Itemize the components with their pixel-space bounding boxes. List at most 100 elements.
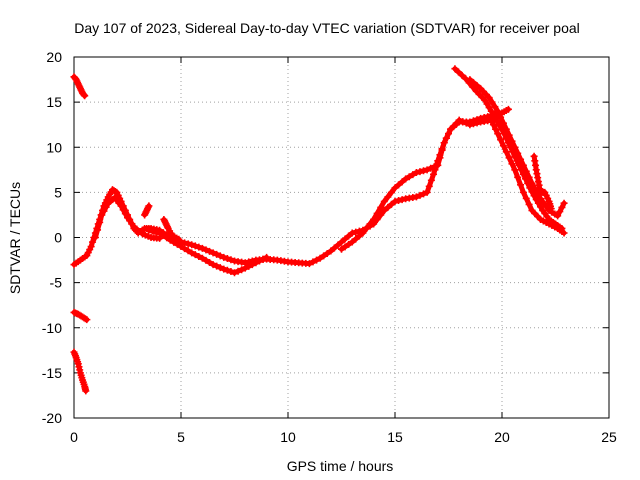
data-point-marker (514, 173, 522, 181)
data-point-marker (213, 250, 221, 258)
data-point-marker (352, 228, 360, 236)
data-point-marker (462, 119, 470, 127)
data-point-marker (412, 169, 420, 177)
data-point-marker (345, 232, 353, 240)
data-point-marker (455, 116, 463, 124)
data-point-marker (528, 179, 536, 187)
data-point-marker (469, 120, 477, 128)
data-point-marker (466, 76, 474, 84)
data-point-marker (466, 121, 474, 129)
data-point-marker (362, 224, 370, 232)
data-point-marker (359, 229, 367, 237)
data-point-marker (121, 210, 129, 218)
data-point-marker (492, 114, 500, 122)
data-point-marker (492, 125, 500, 133)
data-point-marker (191, 242, 199, 250)
data-point-marker (454, 68, 462, 76)
data-point-marker (556, 208, 564, 216)
data-point-marker (238, 266, 246, 274)
series-small-gap-fragment (141, 202, 153, 219)
data-point-marker (409, 171, 417, 179)
data-point-marker (459, 118, 467, 126)
data-point-marker (458, 71, 466, 79)
series-band (71, 106, 511, 268)
series-main-trace (70, 105, 512, 269)
data-point-marker (391, 197, 399, 205)
series-hump-trace (91, 194, 164, 242)
data-point-marker (445, 130, 452, 138)
data-point-marker (398, 196, 406, 204)
data-point-marker (89, 238, 97, 246)
data-point-marker (216, 264, 224, 272)
data-point-marker (188, 249, 196, 257)
data-point-marker (334, 241, 342, 249)
data-point-marker (198, 254, 206, 262)
series-start-high (70, 73, 89, 100)
x-tick-label: 0 (70, 429, 78, 445)
data-point-marker (547, 205, 555, 213)
data-point-marker (489, 111, 497, 119)
data-point-marker (177, 243, 185, 251)
data-point-marker (517, 181, 525, 189)
data-point-marker (514, 149, 522, 157)
data-point-marker (387, 188, 395, 196)
data-point-marker (96, 218, 104, 226)
data-point-marker (234, 267, 242, 275)
data-point-marker (525, 200, 533, 208)
chart-title: Day 107 of 2023, Sidereal Day-to-day VTE… (74, 20, 580, 36)
data-point-marker (223, 266, 231, 274)
data-point-marker (423, 188, 431, 196)
data-point-marker (522, 167, 530, 175)
data-point-marker (483, 100, 491, 108)
x-tick-label: 10 (280, 429, 296, 445)
data-point-marker (81, 315, 89, 323)
data-point-marker (485, 94, 493, 102)
data-point-marker (220, 253, 228, 261)
data-point-marker (522, 194, 530, 202)
data-point-marker (473, 119, 481, 127)
data-point-marker (427, 164, 435, 172)
data-point-marker (181, 245, 189, 253)
data-point-marker (345, 240, 353, 248)
data-point-marker (487, 107, 495, 115)
data-point-marker (420, 190, 428, 198)
data-point-marker (338, 245, 345, 253)
data-point-marker (558, 203, 566, 211)
data-point-marker (502, 125, 510, 133)
data-point-marker (384, 193, 392, 201)
data-point-marker (416, 191, 424, 199)
x-axis-label: GPS time / hours (287, 458, 394, 474)
data-point-marker (206, 247, 214, 255)
series-start-low (70, 348, 90, 395)
data-point-marker (259, 255, 267, 263)
data-point-marker (206, 258, 214, 266)
data-point-marker (487, 116, 495, 124)
data-point-marker (469, 79, 477, 87)
data-point-marker (94, 226, 102, 234)
data-point-marker (430, 170, 438, 178)
data-point-marker (209, 249, 217, 257)
y-axis-label: SDTVAR / TECUs (7, 182, 23, 294)
data-point-marker (305, 260, 313, 268)
y-tick-label: -15 (42, 365, 62, 381)
series-start-mid (70, 308, 91, 324)
data-point-marker (504, 105, 512, 113)
data-point-marker (102, 203, 110, 211)
data-point-marker (499, 119, 507, 127)
y-tick-label: 10 (46, 139, 62, 155)
y-tick-label: 0 (54, 230, 62, 246)
data-point-marker (152, 228, 160, 236)
data-point-marker (380, 206, 388, 214)
data-point-marker (508, 160, 516, 168)
data-point-marker (489, 121, 497, 129)
data-point-marker (436, 154, 444, 162)
y-tick-label: 5 (54, 184, 62, 200)
x-tick-label: 15 (387, 429, 403, 445)
data-point-marker (485, 104, 493, 112)
x-tick-label: 20 (494, 429, 510, 445)
series-late-spike (530, 152, 555, 213)
data-point-marker (83, 316, 91, 324)
data-point-marker (505, 131, 513, 139)
data-point-marker (145, 226, 153, 234)
data-point-marker (494, 130, 502, 138)
